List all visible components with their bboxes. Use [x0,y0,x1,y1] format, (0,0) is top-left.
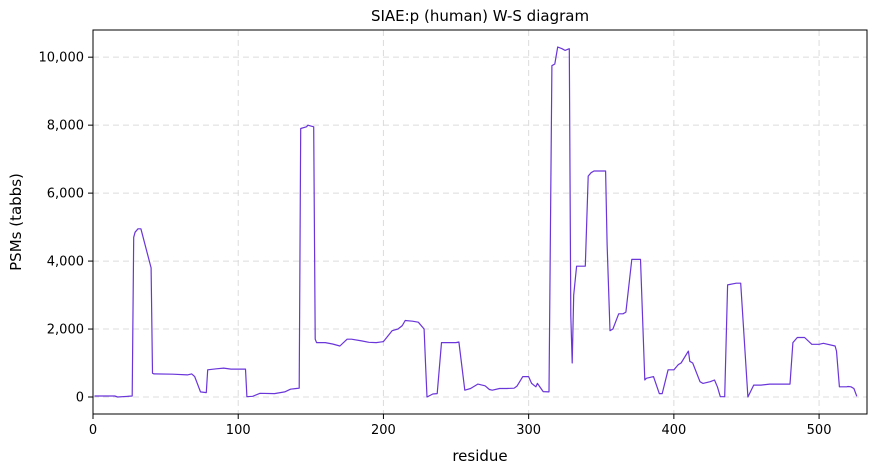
x-tick-label: 300 [516,423,541,438]
y-tick-label: 6,000 [47,187,84,202]
x-tick-label: 100 [226,423,251,438]
x-axis-title: residue [452,447,507,465]
x-tick-label: 0 [89,423,97,438]
y-tick-label: 10,000 [39,51,85,66]
x-tick-label: 200 [371,423,396,438]
series-layer [94,46,858,398]
y-tick-label: 4,000 [47,255,84,270]
x-tick-label: 500 [807,423,832,438]
y-axis-title: PSMs (tabbs) [7,173,25,271]
y-tick-label: 0 [76,391,84,406]
x-tick-label: 400 [661,423,686,438]
plot-frame [92,29,868,415]
chart-title: SIAE:p (human) W-S diagram [371,7,589,25]
series-line [94,46,858,398]
y-tick-label: 2,000 [47,323,84,338]
tick-layer: 0 100 200 300 400 500 0 2,000 4,000 6,000 8,000 10,… [39,51,832,438]
grid-layer [92,30,867,414]
y-tick-label: 8,000 [47,119,84,134]
